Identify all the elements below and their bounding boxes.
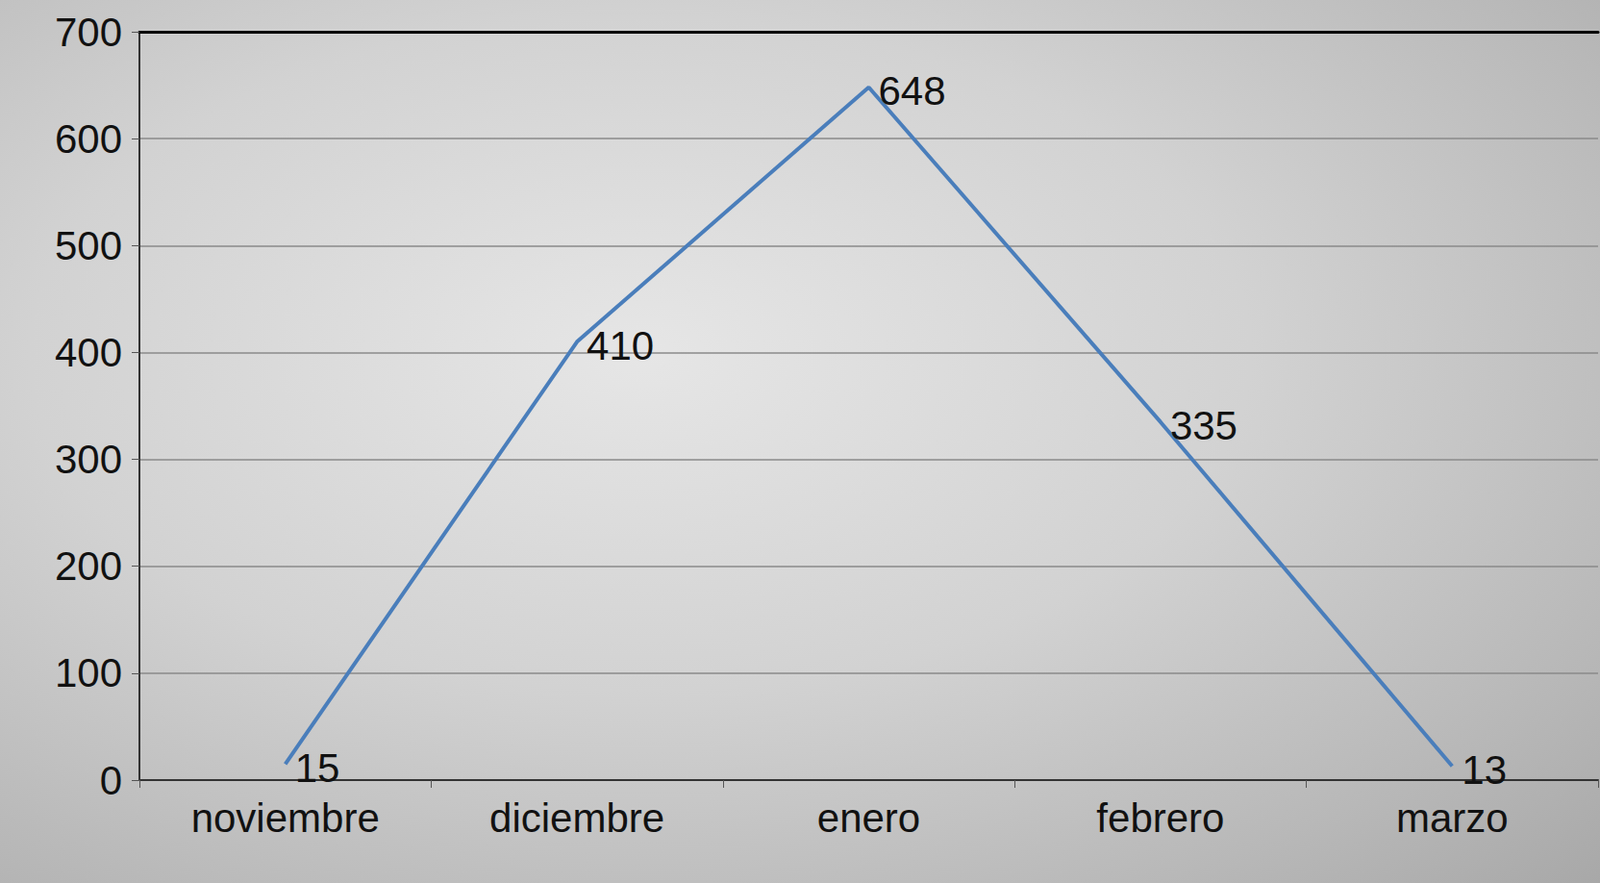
svg-text:15: 15	[295, 745, 341, 791]
svg-text:335: 335	[1170, 402, 1238, 449]
svg-text:700: 700	[54, 9, 123, 55]
svg-text:noviembre: noviembre	[191, 795, 380, 841]
svg-text:0: 0	[100, 757, 123, 803]
svg-text:400: 400	[54, 329, 123, 375]
svg-text:febrero: febrero	[1096, 795, 1225, 841]
svg-text:600: 600	[54, 116, 123, 162]
svg-text:diciembre: diciembre	[489, 795, 665, 841]
svg-text:13: 13	[1461, 747, 1507, 793]
svg-text:500: 500	[54, 223, 123, 269]
svg-text:200: 200	[54, 543, 123, 589]
svg-text:410: 410	[586, 323, 654, 369]
svg-text:enero: enero	[817, 795, 921, 841]
svg-text:300: 300	[54, 436, 123, 482]
svg-text:marzo: marzo	[1396, 795, 1509, 841]
svg-text:100: 100	[54, 650, 123, 696]
svg-text:648: 648	[878, 68, 947, 114]
